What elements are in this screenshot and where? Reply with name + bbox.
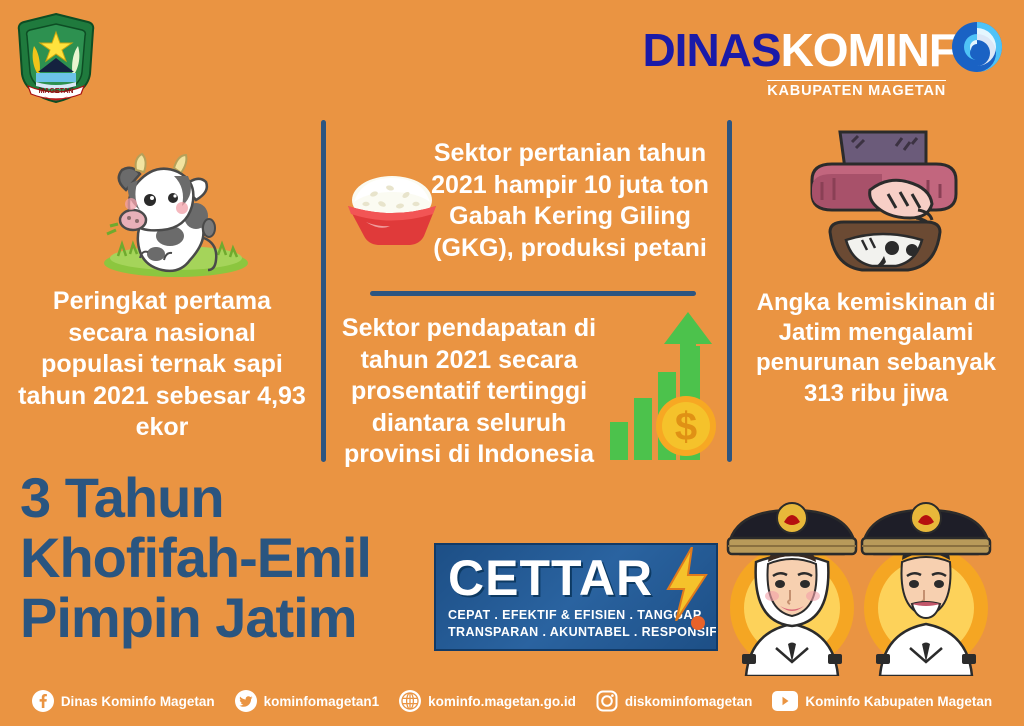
divider-vertical-right <box>727 120 732 462</box>
cettar-wordmark: CETTAR <box>448 550 654 606</box>
portrait-emil <box>860 502 992 676</box>
social-label-twitter: kominfomagetan1 <box>263 693 380 709</box>
page-title: 3 Tahun Khofifah-Emil Pimpin Jatim <box>20 466 372 649</box>
divider-vertical-left <box>321 120 326 462</box>
social-item-youtube[interactable]: Kominfo Kabupaten Magetan <box>772 691 992 711</box>
cow-illustration <box>104 152 248 277</box>
cettar-logo: CETTAR CEPAT . EFEKTIF & EFISIEN . TANGG… <box>434 543 718 651</box>
svg-text:$: $ <box>675 405 697 449</box>
social-item-instagram[interactable]: diskominfomagetan <box>596 690 753 712</box>
social-item-website[interactable]: kominfo.magetan.go.id <box>399 690 576 712</box>
cettar-dot-icon <box>691 616 705 630</box>
kominfo-logo-text: DINASKOMINF <box>642 20 1004 74</box>
fact-livestock-text: Peringkat pertama secara nasional popula… <box>18 287 306 441</box>
governor-vice-governor-portraits <box>726 502 992 676</box>
growth-chart-illustration: $ <box>610 312 716 460</box>
poverty-empty-bowl-illustration <box>810 130 958 272</box>
cettar-tagline-line2: TRANSPARAN . AKUNTABEL . RESPONSIF <box>448 625 718 639</box>
fact-income-text: Sektor pendapatan di tahun 2021 secara p… <box>341 314 597 468</box>
twitter-icon <box>234 690 257 712</box>
social-label-website: kominfo.magetan.go.id <box>428 693 576 709</box>
svg-text:MAGETAN: MAGETAN <box>39 88 74 95</box>
cettar-tagline-line1: CEPAT . EFEKTIF & EFISIEN . TANGGAP <box>448 608 702 622</box>
social-label-youtube: Kominfo Kabupaten Magetan <box>805 693 993 709</box>
youtube-icon <box>772 691 799 711</box>
social-item-facebook[interactable]: Dinas Kominfo Magetan <box>31 690 215 712</box>
kominfo-logo: DINASKOMINF KABUPATEN MAGETAN <box>642 20 1004 99</box>
rice-bowl-illustration <box>348 176 436 245</box>
logo-kominfo-text: KOMINF <box>780 24 957 76</box>
website-icon <box>399 690 422 712</box>
divider-horizontal-middle <box>370 291 696 296</box>
logo-dinas-text: DINAS <box>642 24 781 76</box>
fact-agriculture-text: Sektor pertanian tahun 2021 hampir 10 ju… <box>431 139 709 262</box>
facebook-icon <box>31 690 54 712</box>
kominfo-globe-icon <box>952 22 1002 72</box>
social-media-footer: Dinas Kominfo Magetan kominfomagetan1 ko… <box>0 676 1024 726</box>
lightning-bolt-icon <box>666 547 708 621</box>
social-label-facebook: Dinas Kominfo Magetan <box>60 693 215 709</box>
portrait-khofifah <box>726 502 858 676</box>
fact-poverty-text: Angka kemiskinan di Jatim mengalami penu… <box>755 289 997 407</box>
logo-subtitle: KABUPATEN MAGETAN <box>767 80 946 99</box>
social-label-instagram: diskominfomagetan <box>624 693 753 709</box>
instagram-icon <box>596 690 618 712</box>
magetan-regency-crest: MAGETAN <box>17 12 95 104</box>
social-item-twitter[interactable]: kominfomagetan1 <box>234 690 380 712</box>
